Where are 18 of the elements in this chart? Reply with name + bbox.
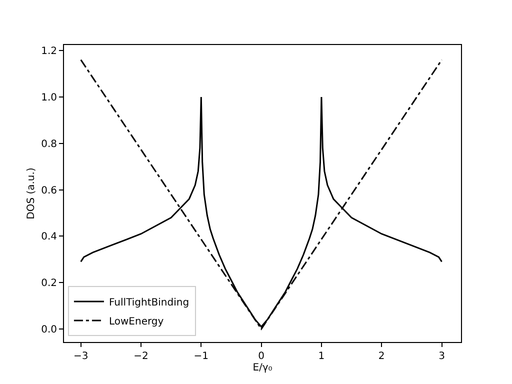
y-axis-title: DOS (a.u.) bbox=[26, 168, 38, 220]
x-tick-label: −1 bbox=[194, 351, 209, 362]
y-tick-label: 0.4 bbox=[41, 232, 57, 243]
x-tick-label: 1 bbox=[318, 351, 325, 362]
x-tick-label: −2 bbox=[134, 351, 148, 362]
y-tick-label: 0.6 bbox=[41, 185, 57, 196]
y-tick-label: 0.8 bbox=[41, 138, 57, 150]
x-axis-title: E/γ₀ bbox=[252, 362, 272, 374]
y-tick-label: 0.2 bbox=[41, 278, 57, 290]
legend-label: LowEnergy bbox=[108, 316, 164, 328]
x-tick-label: 0 bbox=[258, 351, 264, 362]
x-tick-label: −3 bbox=[73, 351, 88, 362]
y-tick-label: 1.0 bbox=[41, 92, 57, 104]
x-tick-label: 3 bbox=[438, 351, 445, 362]
x-tick-label: 2 bbox=[378, 351, 385, 362]
legend-label: FullTightBinding bbox=[108, 297, 190, 308]
y-tick-label: 0.0 bbox=[41, 324, 57, 336]
y-tick-label: 1.2 bbox=[41, 46, 57, 58]
